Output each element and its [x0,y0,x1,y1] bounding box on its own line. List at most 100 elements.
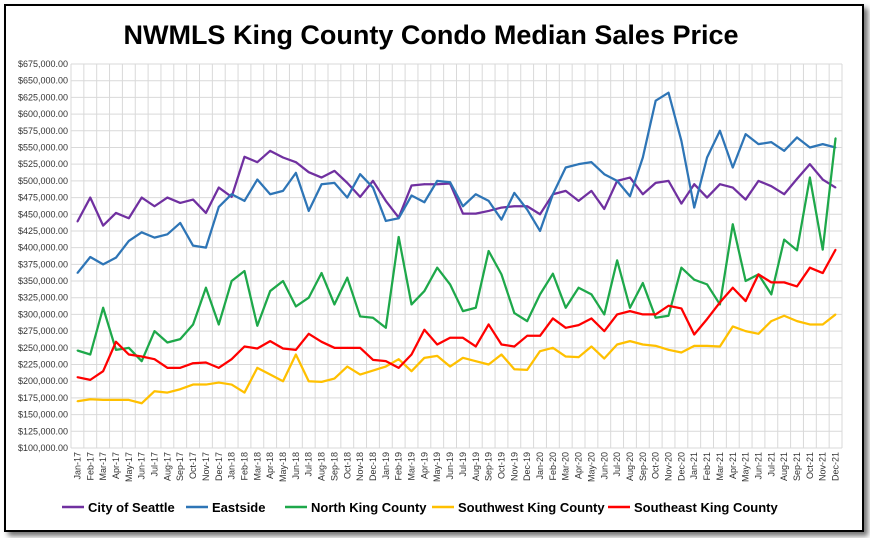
x-tick-label: Jan-18 [227,452,237,480]
data-point [102,370,105,373]
x-tick-label: Jun-19 [445,452,455,480]
data-point [693,206,696,209]
x-tick-label: Apr-18 [265,452,275,479]
data-point [719,183,721,186]
x-tick-label: Apr-21 [728,452,738,479]
series-southeast-king-county [76,248,837,382]
data-point [307,296,310,299]
series-eastside [76,91,837,274]
data-point [372,358,374,361]
data-point [127,217,130,220]
data-point [487,363,490,366]
x-tick-label: May-21 [741,452,751,482]
data-point [808,176,811,179]
data-point [474,345,477,348]
data-point [821,248,824,251]
data-point [500,353,503,356]
data-point [526,334,529,337]
data-point [320,272,323,274]
data-point [693,344,696,347]
data-point [256,366,259,369]
data-point [282,156,284,159]
data-point [603,173,606,176]
x-tick-label: May-20 [586,452,596,482]
x-tick-label: May-19 [432,452,442,482]
data-point [359,315,362,318]
data-point [821,272,824,274]
data-point [230,280,233,282]
data-point [629,306,631,309]
x-tick-label: Oct-21 [805,452,815,479]
data-point [397,366,400,369]
data-point [307,210,310,212]
y-tick-label: $275,000.00 [18,326,68,336]
data-point [359,346,362,349]
data-point [423,183,426,186]
data-point [551,317,554,320]
data-point [269,193,272,196]
data-point [282,347,284,350]
x-tick-label: Nov-18 [355,452,365,481]
data-point [115,212,117,214]
x-tick-label: Feb-21 [702,452,712,481]
data-point [667,348,670,351]
data-point [654,181,657,184]
data-point [282,280,284,282]
data-point [243,345,246,348]
data-point [294,353,297,356]
data-point [693,278,696,281]
data-point [372,186,374,189]
x-tick-label: Sep-20 [638,452,648,481]
y-tick-label: $600,000.00 [18,109,68,119]
data-point [153,236,156,239]
data-point [641,156,644,159]
data-point [564,189,567,192]
chart-title: NWMLS King County Condo Median Sales Pri… [123,20,738,50]
data-point [256,347,259,350]
data-point [320,340,323,343]
x-tick-label: Jul-20 [612,452,622,477]
data-point [616,343,619,346]
data-point [462,212,464,215]
data-point [372,179,374,182]
data-point [577,200,580,202]
data-point [89,378,92,381]
data-point [333,303,336,306]
data-point [590,317,593,320]
data-point [436,343,439,346]
x-tick-label: Jul-18 [304,452,314,477]
data-point [282,189,284,192]
data-point [834,248,837,251]
data-point [333,169,336,172]
data-point [603,330,606,333]
data-point [76,272,79,274]
data-point [256,324,259,327]
data-point [590,345,593,348]
data-point [487,250,490,252]
y-tick-label: $575,000.00 [18,126,68,136]
data-point [307,380,310,383]
data-point [757,179,760,182]
data-point [641,193,644,196]
x-tick-label: Jun-18 [291,452,301,480]
legend-label: North King County [311,500,427,515]
x-tick-label: Nov-21 [818,452,828,481]
legend-label: Eastside [212,500,265,515]
data-point [500,218,503,221]
data-point [76,400,79,403]
data-point [641,343,644,346]
data-point [680,202,683,205]
data-point [770,320,773,323]
data-point [680,351,683,354]
data-point [410,184,413,187]
data-point [706,283,708,286]
data-point [333,377,336,380]
series-line-city-of-seattle [76,149,837,227]
data-point [102,263,105,266]
data-point [487,323,490,326]
y-tick-label: $225,000.00 [18,360,68,370]
data-point [796,320,798,323]
data-point [513,191,516,194]
data-point [320,183,323,186]
